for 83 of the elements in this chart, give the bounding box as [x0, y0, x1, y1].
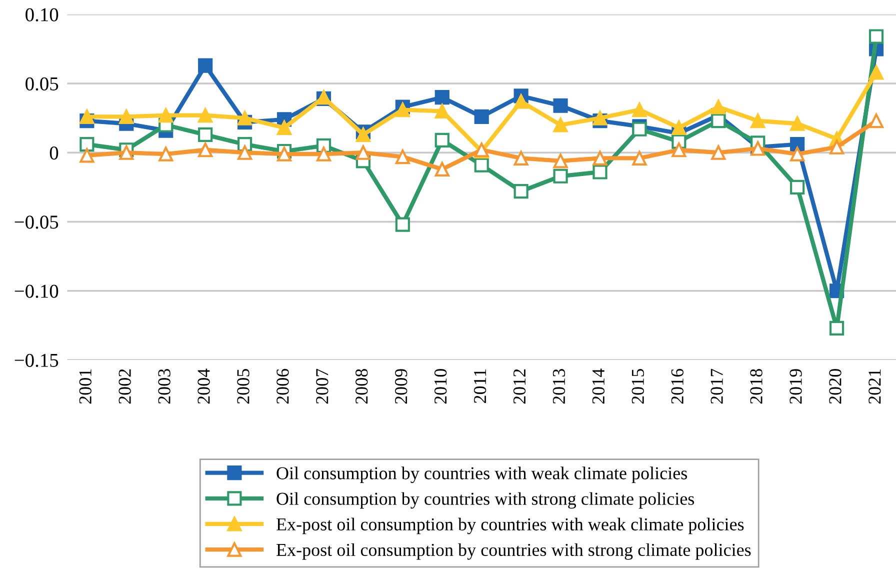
point	[553, 118, 568, 132]
point	[514, 184, 528, 199]
y-tick-label: 0	[50, 146, 58, 160]
point	[790, 180, 805, 194]
point	[434, 162, 450, 177]
point	[592, 164, 608, 180]
point	[474, 109, 489, 124]
x-tick-label: 2001	[79, 369, 92, 404]
point	[434, 104, 450, 118]
point	[711, 145, 726, 160]
y-tick-label: −0.15	[14, 354, 58, 368]
point	[553, 168, 568, 184]
point	[868, 29, 884, 44]
point	[672, 120, 686, 136]
x-tick-label: 2019	[790, 369, 802, 404]
point	[830, 140, 844, 154]
point	[632, 102, 647, 118]
point	[395, 102, 410, 118]
point	[276, 120, 292, 136]
point	[830, 320, 844, 336]
point	[553, 98, 568, 113]
x-tick-label: 2018	[750, 369, 762, 404]
x-tick-label: 2011	[474, 369, 486, 403]
point	[632, 150, 647, 166]
point	[395, 149, 410, 164]
x-tick-label: 2009	[395, 369, 408, 404]
point	[514, 150, 528, 166]
x-tick-label: 2008	[356, 369, 368, 404]
point	[790, 146, 805, 162]
point	[238, 110, 252, 126]
legend-label: Ex-post oil consumption by countries with strong climate policies	[276, 543, 751, 560]
point	[750, 114, 766, 128]
point	[316, 146, 332, 162]
point	[158, 108, 174, 123]
point	[711, 114, 726, 128]
y-tick-label: 0.05	[26, 77, 58, 91]
point	[434, 132, 450, 148]
point	[868, 65, 884, 80]
y-tick-label: −0.05	[14, 216, 58, 229]
point	[553, 154, 568, 168]
point	[711, 100, 726, 114]
legend-label: Oil consumption by countries with strong climate policies	[276, 492, 694, 509]
x-tick-label: 2003	[158, 369, 170, 404]
point	[868, 114, 884, 128]
y-tick-label: 0.10	[26, 8, 58, 22]
x-tick-label: 2020	[829, 369, 842, 404]
point	[395, 217, 410, 232]
x-tick-label: 2015	[632, 369, 644, 404]
x-tick-label: 2013	[552, 369, 566, 404]
point	[356, 145, 370, 160]
x-tick-label: 2005	[237, 369, 250, 404]
x-tick-label: 2004	[198, 368, 210, 404]
point	[514, 94, 528, 109]
point	[158, 146, 174, 162]
point	[198, 108, 213, 123]
legend-label: Ex-post oil consumption by countries with weak climate policies	[276, 518, 744, 534]
point	[592, 150, 608, 166]
point	[592, 110, 608, 126]
x-tick-label: 2014	[592, 368, 605, 404]
point	[790, 137, 805, 152]
point	[276, 146, 292, 162]
point	[80, 148, 94, 163]
point	[672, 142, 686, 158]
x-tick-label: 2006	[276, 368, 289, 404]
point	[198, 142, 213, 158]
x-tick-label: 2002	[118, 369, 131, 404]
x-tick-label: 2017	[710, 368, 723, 404]
point	[80, 109, 94, 124]
point	[80, 137, 94, 152]
x-tick-label: 2016	[671, 368, 684, 404]
point	[474, 158, 489, 172]
point	[119, 109, 134, 124]
point	[198, 127, 213, 142]
point	[198, 58, 213, 73]
x-tick-label: 2010	[434, 369, 447, 404]
x-tick-label: 2007	[316, 368, 328, 404]
x-tick-label: 2012	[513, 369, 526, 404]
x-tick-label: 2021	[868, 369, 881, 404]
y-tick-label: −0.10	[14, 284, 58, 298]
legend-label: Oil consumption by countries with weak climate policies	[276, 466, 687, 484]
point	[434, 90, 450, 105]
point	[238, 145, 252, 160]
point	[790, 116, 805, 131]
